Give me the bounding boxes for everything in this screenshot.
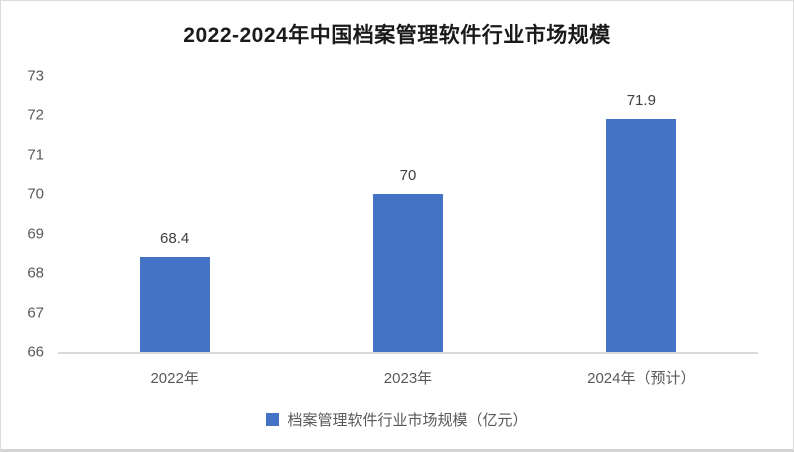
legend: 档案管理软件行业市场规模（亿元） bbox=[1, 409, 793, 430]
legend-label: 档案管理软件行业市场规模（亿元） bbox=[287, 412, 528, 429]
legend-marker-icon bbox=[266, 413, 280, 426]
bar: 68.4 bbox=[139, 230, 210, 352]
x-axis-category-label: 2022年 bbox=[150, 370, 199, 387]
bar-value-label: 70 bbox=[399, 167, 417, 185]
bar-series: 68.4 70 71.9 bbox=[58, 76, 758, 352]
bar-value-label: 68.4 bbox=[160, 230, 190, 248]
x-axis-category-labels: 2022年 2023年 2024年（预计） bbox=[58, 367, 758, 388]
y-axis-tick-label: 72 bbox=[27, 106, 44, 124]
y-axis-tick-label: 73 bbox=[27, 67, 44, 85]
bar-slot: 70 bbox=[291, 76, 524, 352]
plot-area: 68.4 70 71.9 66 67 68 69 70 71 72 73 bbox=[27, 68, 758, 361]
bar-slot: 68.4 bbox=[58, 76, 291, 352]
y-axis-tick-label: 69 bbox=[27, 225, 44, 243]
bar-value-label: 71.9 bbox=[626, 92, 656, 110]
y-axis-tick-label: 68 bbox=[27, 264, 44, 282]
y-axis-tick-label: 67 bbox=[27, 304, 44, 322]
y-axis-tick-label: 66 bbox=[27, 343, 44, 361]
y-axis-tick-label: 70 bbox=[27, 185, 44, 203]
bar-slot: 71.9 bbox=[525, 76, 758, 352]
x-axis-category-label: 2023年 bbox=[383, 370, 433, 387]
chart-title: 2022-2024年中国档案管理软件行业市场规模 bbox=[183, 24, 611, 47]
bar: 71.9 bbox=[606, 92, 677, 352]
x-axis-category-label: 2024年（预计） bbox=[587, 370, 696, 387]
y-axis-tick-label: 71 bbox=[27, 146, 44, 164]
bar: 70 bbox=[372, 167, 443, 352]
